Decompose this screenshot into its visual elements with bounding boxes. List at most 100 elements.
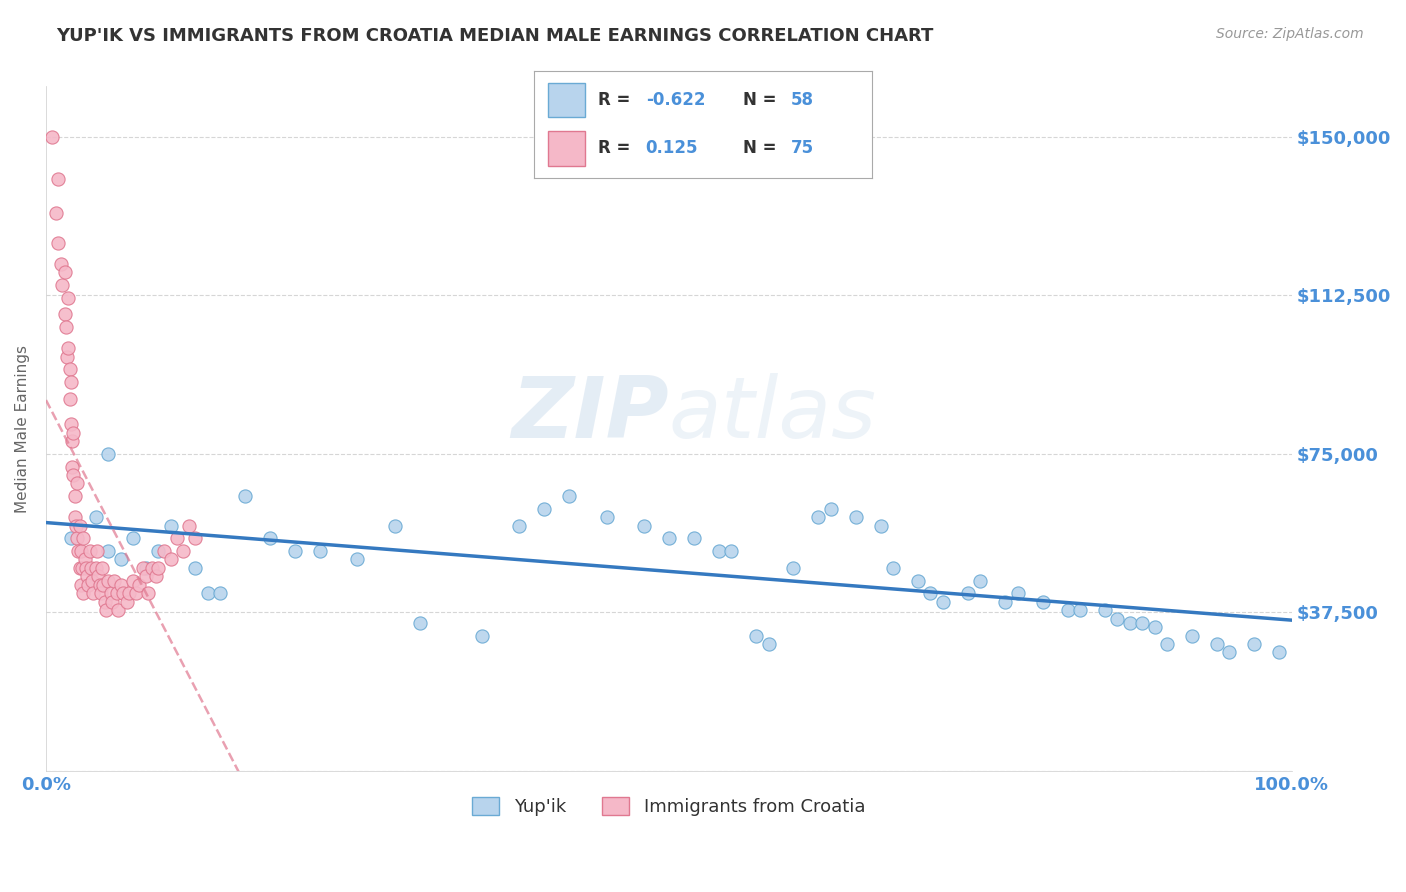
Point [101,595,124,609]
Point [91,561,114,575]
Point [166,532,188,546]
Point [845,510,868,524]
Point [84,561,107,575]
Point [89,578,111,592]
Point [66,476,89,491]
Point [100,586,122,600]
Point [59,532,82,546]
Point [112,586,135,600]
Point [107,603,129,617]
Point [53,308,76,322]
Point [59,375,82,389]
Point [1032,595,1054,609]
Point [45,206,67,220]
Point [994,595,1017,609]
Point [97,544,120,558]
Point [932,595,955,609]
Point [86,544,108,558]
Point [63,510,86,524]
Point [115,595,138,609]
Point [87,569,110,583]
Point [658,532,681,546]
Point [184,561,207,575]
Text: YUP'IK VS IMMIGRANTS FROM CROATIA MEDIAN MALE EARNINGS CORRELATION CHART: YUP'IK VS IMMIGRANTS FROM CROATIA MEDIAN… [56,27,934,45]
Point [69,518,91,533]
Point [59,362,82,376]
Point [65,518,87,533]
Point [75,561,97,575]
Text: 75: 75 [790,139,814,157]
Point [80,561,103,575]
Point [135,561,157,575]
Point [70,578,93,592]
Point [136,586,159,600]
Text: ZIP: ZIP [512,374,669,457]
Point [146,561,169,575]
Point [80,574,103,588]
Point [595,510,617,524]
Point [869,518,891,533]
Point [1130,615,1153,630]
Point [1156,637,1178,651]
Text: -0.622: -0.622 [645,91,706,109]
Text: 58: 58 [790,91,814,109]
Point [49,257,72,271]
Point [1007,586,1029,600]
Text: N =: N = [744,91,783,109]
Point [110,552,132,566]
Point [1181,628,1204,642]
Point [346,552,368,566]
Point [70,561,93,575]
Point [720,544,742,558]
Point [284,544,307,558]
Point [153,544,176,558]
Point [62,468,84,483]
Point [558,489,581,503]
Point [159,552,181,566]
Point [103,574,125,588]
Legend: Yup'ik, Immigrants from Croatia: Yup'ik, Immigrants from Croatia [465,789,873,823]
Point [807,510,830,524]
Point [72,532,94,546]
Point [533,501,555,516]
Point [53,265,76,279]
Point [1056,603,1078,617]
Point [135,569,157,583]
Point [70,544,93,558]
Point [122,574,145,588]
Point [1143,620,1166,634]
Point [55,320,77,334]
Point [920,586,942,600]
Point [969,574,991,588]
Point [758,637,780,651]
Point [93,595,115,609]
Point [58,341,80,355]
Point [73,552,96,566]
Point [51,277,73,292]
Point [90,586,112,600]
Point [122,532,145,546]
Point [60,434,83,449]
Point [409,615,432,630]
Point [1243,637,1265,651]
Point [97,447,120,461]
Point [1268,645,1291,659]
Point [209,586,232,600]
Point [233,489,256,503]
Y-axis label: Median Male Earnings: Median Male Earnings [15,344,30,513]
Point [72,586,94,600]
Point [97,574,120,588]
Point [91,578,114,592]
Point [145,569,167,583]
Point [67,544,90,558]
Point [1107,612,1129,626]
Point [471,628,494,642]
Point [76,569,98,583]
Point [79,544,101,558]
Point [682,532,704,546]
Point [60,459,83,474]
Point [124,586,146,600]
Point [745,628,768,642]
Point [63,489,86,503]
Text: Source: ZipAtlas.com: Source: ZipAtlas.com [1216,27,1364,41]
